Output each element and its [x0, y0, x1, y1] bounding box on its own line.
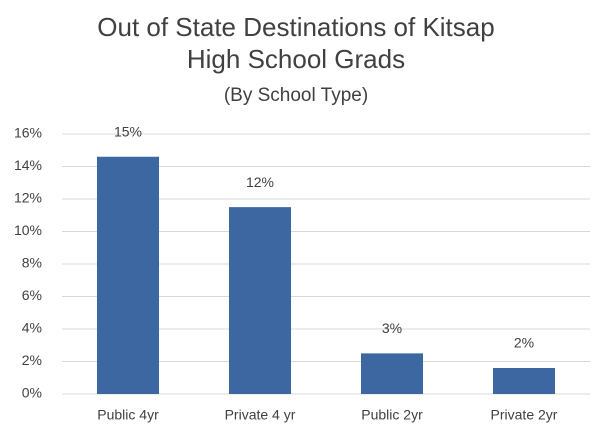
bar	[228, 207, 292, 394]
y-tick-label: 12%	[14, 190, 42, 206]
x-tick-label: Public 2yr	[361, 407, 423, 423]
y-tick-label: 6%	[22, 287, 42, 303]
x-tick-label: Private 4 yr	[225, 407, 296, 423]
data-label: 12%	[246, 174, 274, 190]
bar	[492, 368, 556, 394]
bar	[360, 353, 424, 394]
x-tick-label: Private 2yr	[491, 407, 558, 423]
chart-title: High School Grads	[187, 44, 405, 74]
data-label: 3%	[382, 320, 402, 336]
chart-subtitle: (By School Type)	[224, 85, 368, 106]
y-tick-label: 14%	[14, 157, 42, 173]
data-label: 15%	[114, 123, 142, 139]
x-tick-label: Public 4yr	[97, 407, 159, 423]
bar	[96, 156, 160, 394]
y-tick-label: 4%	[22, 320, 42, 336]
data-label: 2%	[514, 335, 534, 351]
chart-title: Out of State Destinations of Kitsap	[97, 12, 494, 42]
y-tick-label: 10%	[14, 222, 42, 238]
y-tick-label: 0%	[22, 385, 42, 401]
y-tick-label: 2%	[22, 352, 42, 368]
y-tick-label: 8%	[22, 255, 42, 271]
y-tick-label: 16%	[14, 125, 42, 141]
